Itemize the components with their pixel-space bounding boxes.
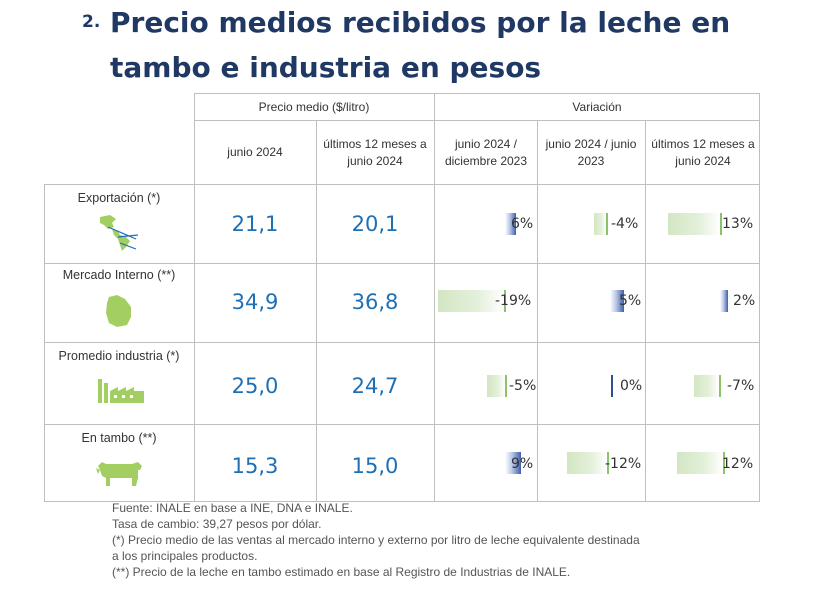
variation-bar [720,290,728,312]
variation-label: -7% [727,378,755,394]
footnote-tambo-note: (**) Precio de la leche en tambo estimad… [112,565,571,579]
factory-icon [98,379,144,403]
variation-bar [668,213,722,235]
variation-label: -12% [605,456,642,472]
variation-label: 12% [722,456,754,472]
variation-bar [487,375,507,397]
row-label-promedio-industria: Promedio industria (*) [58,349,180,363]
uruguay-map-icon [106,295,131,327]
price-month: 21,1 [231,212,279,236]
variation-bar [677,452,725,474]
variation-label: 5% [619,293,642,309]
header-col-var3: últimos 12 meses a junio 2024 [651,136,755,168]
header-col-12m: últimos 12 meses a junio 2024 [323,136,427,168]
variation-label: 6% [511,216,534,232]
header-col-month: junio 2024 [227,145,283,159]
variation-label: -5% [509,378,537,394]
row-label-mercado-interno: Mercado Interno (**) [62,268,176,282]
variation-bar [694,375,721,397]
row-label-en-tambo: En tambo (**) [81,431,157,445]
variation-bar [505,452,521,474]
price-12m: 36,8 [351,290,399,314]
variation-bar [438,290,506,312]
price-12m: 24,7 [351,374,399,398]
variation-bar [567,452,609,474]
footnote-export-note-cont: a los principales productos. [112,549,258,563]
footnote-source: Fuente: INALE en base a INE, DNA e INALE… [112,501,353,515]
header-col-var1: junio 2024 / diciembre 2023 [444,136,528,168]
price-month: 15,3 [231,454,279,478]
page-title: Precio medios recibidos por la leche en … [110,6,731,84]
table-body-frame [44,184,760,502]
title-number: 2. [82,12,101,32]
cow-icon [96,462,142,486]
price-month: 25,0 [231,374,279,398]
variation-label: 2% [733,293,756,309]
header-variation-group: Variación [572,99,622,114]
row-label-exportacion: Exportación (*) [77,191,161,205]
price-12m: 15,0 [351,454,399,478]
footnote-exchange-rate: Tasa de cambio: 39,27 pesos por dólar. [112,517,322,531]
variation-label: 13% [722,216,754,232]
footnote-export-note: (*) Precio medio de las ventas al mercad… [112,533,640,547]
price-12m: 20,1 [351,212,399,236]
price-month: 34,9 [231,290,279,314]
header-price-group: Precio medio ($/litro) [258,99,370,114]
variation-bar [610,290,624,312]
header-col-var2: junio 2024 / junio 2023 [545,136,637,168]
variation-label: 9% [511,456,534,472]
variation-bar [505,213,516,235]
variation-bar [611,375,613,397]
variation-label: 0% [620,378,643,394]
variation-bar [594,213,608,235]
americas-map-icon [100,215,139,251]
footnotes: Fuente: INALE en base a INE, DNA e INALE… [112,500,640,580]
variation-label: -4% [611,216,639,232]
variation-label: -19% [495,293,532,309]
